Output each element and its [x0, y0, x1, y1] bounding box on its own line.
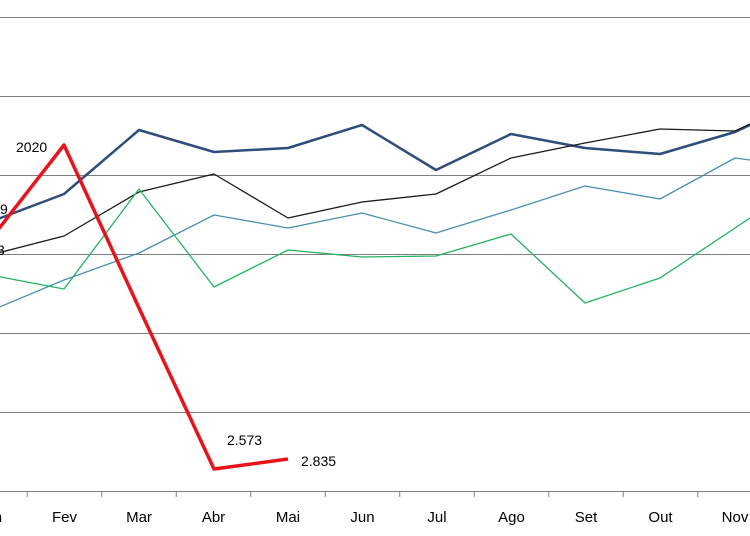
annotations: 2020 2.573 2.835 9 3 [0, 139, 336, 469]
series-line-teal [0, 157, 750, 308]
x-tick-label: Out [648, 509, 673, 526]
x-tick-label: Jun [350, 509, 374, 526]
data-label-mai: 2.835 [301, 453, 336, 469]
gridlines [0, 17, 750, 492]
x-tick-label: Fev [52, 509, 78, 526]
annotation-left-3: 3 [0, 242, 5, 258]
annotation-left-9: 9 [0, 201, 8, 217]
x-tick-label: Set [575, 509, 598, 526]
data-label-abr: 2.573 [227, 432, 262, 448]
x-tick-label: Ago [498, 509, 525, 526]
series-lines [0, 123, 750, 471]
series-line-black [0, 123, 750, 254]
x-tick-label: Jan [0, 509, 2, 526]
x-tick-label: Abr [202, 509, 225, 526]
x-tick-label: Jul [427, 509, 446, 526]
x-tick-label: Mai [276, 509, 300, 526]
annotation-2020: 2020 [16, 139, 47, 155]
x-tick-label: Mar [126, 509, 152, 526]
x-tick-label: Nov [722, 509, 749, 526]
series-line-green [0, 188, 750, 304]
x-axis: Jan Fev Mar Abr Mai Jun Jul Ago Set Out Nov [0, 491, 749, 526]
series-line-red-2020 [0, 143, 289, 471]
series-line-darkblue [0, 123, 750, 220]
